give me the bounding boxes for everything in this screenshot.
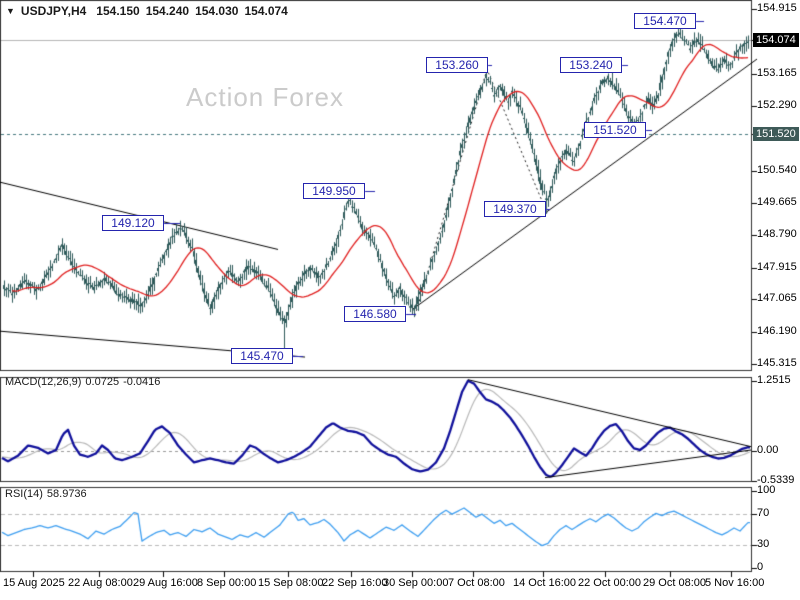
date-label: 22 Oct 00:00 [578, 577, 641, 589]
rsi-tick-label: 100 [757, 484, 776, 497]
date-label: 22 Sep 16:00 [322, 577, 388, 589]
rsi-tick-label: 70 [757, 507, 770, 520]
price-annotation[interactable]: 153.260 [426, 57, 488, 73]
rsi-value: 58.9736 [46, 488, 87, 500]
price-tick-label: 148.790 [757, 228, 797, 241]
price-annotation[interactable]: 149.120 [102, 215, 164, 231]
date-label: 30 Sep 00:00 [383, 577, 449, 589]
price-tick-label: 153.165 [757, 66, 797, 79]
quote-open: 154.150 [96, 4, 140, 18]
price-tick-label: 147.915 [757, 260, 797, 273]
macd-label: MACD(12,26,9) 0.0725 -0.0416 [5, 376, 164, 388]
price-annotation[interactable]: 153.240 [560, 57, 622, 73]
price-tick-label: 150.540 [757, 163, 797, 176]
price-annotation[interactable]: 146.580 [344, 306, 406, 322]
rsi-label: RSI(14) 58.9736 [5, 488, 91, 500]
quote-close: 154.074 [244, 4, 288, 18]
date-label: 15 Aug 2025 [3, 577, 65, 589]
price-tick-label: 154.915 [757, 1, 797, 14]
quote-low: 154.030 [195, 4, 239, 18]
price-tick-label: 149.665 [757, 196, 797, 209]
price-tick-label: 145.315 [757, 356, 797, 369]
current-price-label: 154.074 [753, 33, 799, 48]
date-label: 29 Oct 08:00 [643, 577, 706, 589]
symbol-period: USDJPY,H4 [20, 4, 87, 18]
date-label: 5 Nov 16:00 [705, 577, 765, 589]
date-label: 7 Oct 08:00 [448, 577, 505, 589]
date-label: 14 Oct 16:00 [513, 577, 576, 589]
price-annotation[interactable]: 154.470 [634, 13, 696, 29]
price-annotation[interactable]: 149.370 [484, 201, 546, 217]
quote-high: 154.240 [145, 4, 190, 18]
date-label: 8 Sep 00:00 [197, 577, 257, 589]
price-annotation[interactable]: 145.470 [231, 348, 293, 364]
rsi-tick-label: 30 [757, 537, 770, 550]
price-tick-label: 152.290 [757, 99, 797, 111]
rsi-tick-label: 0 [757, 560, 764, 573]
macd-tick-label: 1.2515 [757, 373, 791, 386]
collapse-icon[interactable]: ▼ [6, 6, 15, 16]
date-label: 15 Sep 08:00 [258, 577, 324, 589]
price-tick-label: 146.190 [757, 324, 797, 337]
hline-price-label: 151.520 [753, 127, 799, 142]
macd-value-main: 0.0725 [85, 376, 120, 388]
price-tick-label: 147.065 [757, 292, 797, 305]
price-annotation[interactable]: 149.950 [303, 183, 365, 199]
chart-title: ▼ USDJPY,H4 154.150 154.240 154.030 154.074 [6, 4, 294, 18]
date-label: 29 Aug 16:00 [133, 577, 198, 589]
date-label: 22 Aug 08:00 [68, 577, 133, 589]
price-annotation[interactable]: 151.520 [584, 122, 646, 138]
macd-name: MACD(12,26,9) [5, 376, 82, 388]
rsi-name: RSI(14) [5, 488, 43, 500]
macd-tick-label: 0.00 [757, 444, 779, 457]
macd-value-signal: -0.0416 [123, 376, 161, 388]
macd-tick-label: -0.5339 [757, 474, 795, 487]
